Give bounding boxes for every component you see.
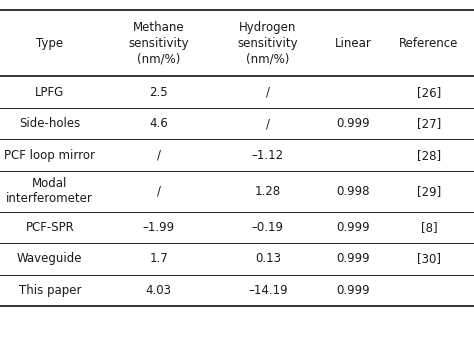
Text: Type: Type xyxy=(36,37,64,50)
Text: –14.19: –14.19 xyxy=(248,284,288,297)
Text: 2.5: 2.5 xyxy=(149,85,168,99)
Text: /: / xyxy=(266,117,270,130)
Text: 4.03: 4.03 xyxy=(146,284,172,297)
Text: –0.19: –0.19 xyxy=(252,221,284,234)
Text: 1.7: 1.7 xyxy=(149,252,168,265)
Text: /: / xyxy=(266,85,270,99)
Text: –1.99: –1.99 xyxy=(143,221,175,234)
Text: Modal
interferometer: Modal interferometer xyxy=(6,177,93,205)
Text: [8]: [8] xyxy=(420,221,438,234)
Text: PCF-SPR: PCF-SPR xyxy=(26,221,74,234)
Text: Hydrogen
sensitivity
(nm/%): Hydrogen sensitivity (nm/%) xyxy=(237,21,298,65)
Text: 4.6: 4.6 xyxy=(149,117,168,130)
Text: 0.999: 0.999 xyxy=(337,117,370,130)
Text: [28]: [28] xyxy=(417,148,441,162)
Text: 0.13: 0.13 xyxy=(255,252,281,265)
Text: [30]: [30] xyxy=(417,252,441,265)
Text: 1.28: 1.28 xyxy=(255,185,281,198)
Text: Reference: Reference xyxy=(399,37,459,50)
Text: LPFG: LPFG xyxy=(35,85,64,99)
Text: Linear: Linear xyxy=(335,37,372,50)
Text: Waveguide: Waveguide xyxy=(17,252,82,265)
Text: /: / xyxy=(157,185,161,198)
Text: /: / xyxy=(157,148,161,162)
Text: Side-holes: Side-holes xyxy=(19,117,81,130)
Text: This paper: This paper xyxy=(18,284,81,297)
Text: 0.999: 0.999 xyxy=(337,284,370,297)
Text: [26]: [26] xyxy=(417,85,441,99)
Text: [27]: [27] xyxy=(417,117,441,130)
Text: [29]: [29] xyxy=(417,185,441,198)
Text: PCF loop mirror: PCF loop mirror xyxy=(4,148,95,162)
Text: 0.999: 0.999 xyxy=(337,252,370,265)
Text: –1.12: –1.12 xyxy=(252,148,284,162)
Text: Methane
sensitivity
(nm/%): Methane sensitivity (nm/%) xyxy=(128,21,189,65)
Text: 0.998: 0.998 xyxy=(337,185,370,198)
Text: 0.999: 0.999 xyxy=(337,221,370,234)
